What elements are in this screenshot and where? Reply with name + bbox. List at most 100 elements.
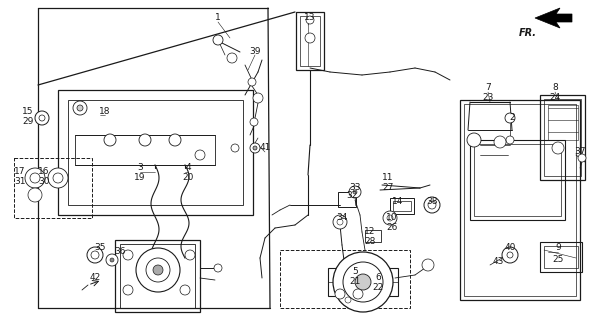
Text: 42: 42: [90, 274, 100, 283]
Circle shape: [30, 173, 40, 183]
Circle shape: [146, 258, 170, 282]
Circle shape: [213, 35, 223, 45]
Bar: [548, 105, 578, 140]
Bar: [14, 158, 92, 218]
Circle shape: [87, 247, 103, 263]
Circle shape: [353, 289, 363, 299]
Text: 36: 36: [114, 247, 126, 257]
Circle shape: [253, 146, 257, 150]
Circle shape: [578, 154, 586, 162]
Circle shape: [345, 297, 351, 303]
Circle shape: [250, 143, 260, 153]
Bar: [328, 268, 398, 296]
Bar: [390, 198, 414, 214]
Circle shape: [53, 173, 63, 183]
Circle shape: [180, 285, 190, 295]
Text: 43: 43: [492, 258, 504, 267]
Circle shape: [355, 274, 371, 290]
Text: 5: 5: [352, 268, 358, 276]
Circle shape: [104, 134, 116, 146]
Circle shape: [231, 144, 239, 152]
Circle shape: [136, 248, 180, 292]
Bar: [474, 144, 561, 216]
Text: 35: 35: [94, 244, 106, 252]
Circle shape: [250, 118, 258, 126]
Text: 15: 15: [22, 108, 34, 116]
Text: 21: 21: [349, 277, 361, 286]
Circle shape: [28, 188, 42, 202]
Circle shape: [424, 197, 440, 213]
Circle shape: [467, 133, 481, 147]
Text: 2: 2: [509, 114, 515, 123]
Circle shape: [35, 111, 49, 125]
Circle shape: [73, 101, 87, 115]
Text: 6: 6: [375, 274, 381, 283]
Circle shape: [214, 264, 222, 272]
Text: 1: 1: [215, 13, 221, 22]
Text: 30: 30: [38, 178, 50, 187]
Text: 25: 25: [552, 255, 564, 265]
Text: 27: 27: [382, 183, 394, 193]
Circle shape: [337, 219, 343, 225]
Text: 4: 4: [185, 164, 191, 172]
Bar: [460, 100, 580, 300]
Text: 40: 40: [505, 244, 515, 252]
Circle shape: [39, 115, 45, 121]
Polygon shape: [535, 8, 572, 28]
Circle shape: [77, 105, 83, 111]
Bar: [300, 16, 320, 66]
Text: 31: 31: [15, 178, 26, 187]
Text: 16: 16: [38, 167, 50, 177]
Circle shape: [305, 33, 315, 43]
Text: 37: 37: [574, 148, 586, 156]
Circle shape: [506, 136, 514, 144]
Circle shape: [248, 78, 256, 86]
Bar: [464, 104, 576, 296]
Text: 26: 26: [387, 223, 397, 233]
Circle shape: [48, 168, 68, 188]
Text: 12: 12: [364, 228, 376, 236]
Text: 41: 41: [260, 143, 270, 153]
Circle shape: [153, 265, 163, 275]
Text: 22: 22: [372, 284, 384, 292]
Text: 9: 9: [555, 244, 561, 252]
Circle shape: [507, 252, 513, 258]
Circle shape: [502, 247, 518, 263]
Circle shape: [110, 258, 114, 262]
Circle shape: [123, 250, 133, 260]
Bar: [120, 244, 195, 308]
Circle shape: [349, 186, 361, 198]
Circle shape: [333, 252, 393, 312]
Bar: [544, 246, 578, 268]
Text: 18: 18: [99, 108, 111, 116]
Circle shape: [383, 211, 397, 225]
Text: 17: 17: [15, 167, 26, 177]
Text: 7: 7: [485, 84, 491, 92]
Circle shape: [169, 134, 181, 146]
Circle shape: [25, 168, 45, 188]
Bar: [296, 12, 324, 70]
Circle shape: [139, 134, 151, 146]
Bar: [115, 240, 200, 312]
Text: 29: 29: [22, 117, 34, 126]
Bar: [280, 250, 410, 308]
Text: 11: 11: [382, 173, 394, 182]
Text: 24: 24: [549, 93, 561, 102]
Bar: [540, 242, 582, 272]
Circle shape: [253, 93, 263, 103]
Circle shape: [91, 251, 99, 259]
Bar: [75, 135, 215, 165]
Circle shape: [494, 136, 506, 148]
Text: 23: 23: [482, 93, 494, 102]
Circle shape: [333, 215, 347, 229]
Text: 14: 14: [392, 197, 404, 206]
Circle shape: [195, 150, 205, 160]
Bar: [544, 99, 581, 176]
Circle shape: [306, 16, 314, 24]
Circle shape: [123, 285, 133, 295]
Circle shape: [106, 254, 118, 266]
Text: 28: 28: [364, 237, 376, 246]
Text: 8: 8: [552, 84, 558, 92]
Text: 32: 32: [346, 190, 358, 199]
Bar: [365, 230, 381, 242]
